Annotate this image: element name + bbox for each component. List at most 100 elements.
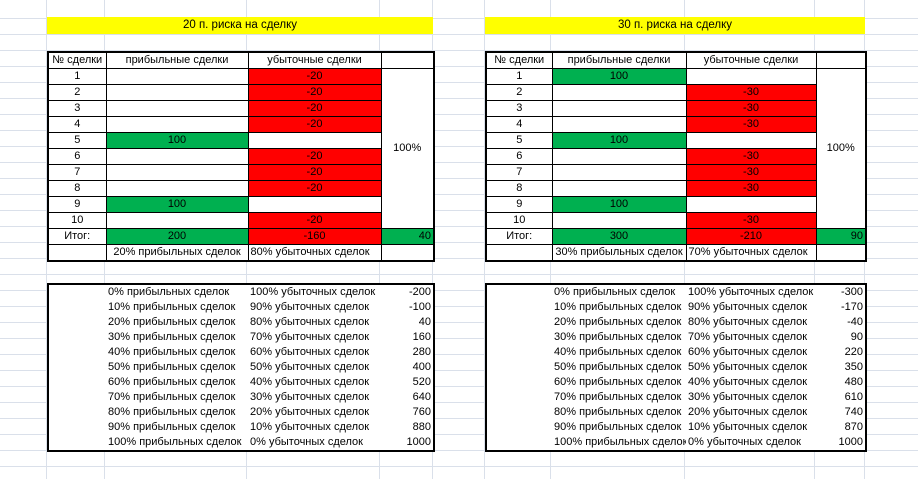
result-cell[interactable]: 1000 [406,436,431,448]
loss-cell[interactable] [685,196,817,213]
loss-cell[interactable] [247,196,382,213]
loss-cell[interactable] [685,68,817,85]
trade-number-cell[interactable]: 4 [485,116,553,133]
trade-number-cell[interactable]: 3 [485,100,553,117]
profit-share-cell[interactable]: 10% прибыльных сделок [108,301,236,313]
trade-number-cell[interactable]: 5 [485,132,553,149]
profit-cell[interactable] [105,212,249,229]
loss-share-cell[interactable]: 50% убыточных сделок [250,361,370,373]
percent-cell[interactable]: 100% [815,68,867,229]
trade-number-cell[interactable]: 6 [47,148,107,165]
column-header[interactable]: № сделки [47,51,107,69]
trade-number-cell[interactable]: 8 [485,180,553,197]
profit-share-cell[interactable]: 40% прибыльных сделок [554,346,682,358]
total-result-cell[interactable]: 40 [380,228,435,245]
profit-share-cell[interactable]: 30% прибыльных сделок [554,331,682,343]
trade-number-cell[interactable]: 5 [47,132,107,149]
profit-share-cell[interactable]: 90% прибыльных сделок [554,421,682,433]
trade-number-cell[interactable]: 7 [47,164,107,181]
result-cell[interactable]: -100 [408,301,431,313]
trade-number-cell[interactable]: 1 [485,68,553,85]
percent-cell[interactable]: 100% [380,68,435,229]
trade-number-cell[interactable]: 10 [47,212,107,229]
loss-share-cell[interactable]: 10% убыточных сделок [688,421,808,433]
profit-share-cell[interactable]: 90% прибыльных сделок [108,421,236,433]
loss-cell[interactable]: -30 [685,164,817,181]
profit-cell[interactable] [105,100,249,117]
result-cell[interactable]: 640 [412,391,431,403]
loss-share-cell[interactable]: 0% убыточных сделок [250,436,363,448]
profit-share-cell[interactable]: 10% прибыльных сделок [554,301,682,313]
loss-cell[interactable]: -20 [247,68,382,85]
loss-cell[interactable]: -30 [685,84,817,101]
loss-cell[interactable] [685,132,817,149]
empty-cell[interactable] [486,420,552,435]
loss-share-cell[interactable]: 10% убыточных сделок [250,421,370,433]
result-cell[interactable]: -40 [847,316,863,328]
profit-cell[interactable] [105,148,249,165]
profit-cell[interactable] [551,148,687,165]
empty-cell[interactable] [486,390,552,405]
empty-cell[interactable] [47,244,107,262]
loss-share-cell[interactable]: 60% убыточных сделок [250,346,370,358]
result-cell[interactable]: 350 [844,361,863,373]
loss-share-cell[interactable]: 70% убыточных сделок [685,244,817,262]
profit-share-cell[interactable]: 80% прибыльных сделок [108,406,236,418]
trade-number-cell[interactable]: 3 [47,100,107,117]
empty-cell[interactable] [486,330,552,345]
column-header[interactable] [380,51,435,69]
result-cell[interactable]: 880 [412,421,431,433]
empty-cell[interactable] [48,360,106,375]
empty-cell[interactable] [380,244,435,262]
column-header[interactable]: прибыльные сделки [105,51,249,69]
loss-share-cell[interactable]: 0% убыточных сделок [688,436,801,448]
total-profit-cell[interactable]: 300 [551,228,687,245]
loss-share-cell[interactable]: 80% убыточных сделок [250,316,370,328]
empty-cell[interactable] [48,300,106,315]
trade-number-cell[interactable]: 8 [47,180,107,197]
trade-number-cell[interactable]: 1 [47,68,107,85]
empty-cell[interactable] [48,375,106,390]
loss-share-cell[interactable]: 40% убыточных сделок [250,376,370,388]
trade-number-cell[interactable]: 4 [47,116,107,133]
loss-share-cell[interactable]: 100% убыточных сделок [250,286,376,298]
profit-cell[interactable] [551,84,687,101]
profit-cell[interactable] [105,180,249,197]
total-label[interactable]: Итог: [485,228,553,245]
profit-cell[interactable] [551,116,687,133]
loss-cell[interactable]: -20 [247,164,382,181]
profit-share-cell[interactable]: 60% прибыльных сделок [554,376,682,388]
total-label[interactable]: Итог: [47,228,107,245]
column-header[interactable]: № сделки [485,51,553,69]
profit-share-cell[interactable]: 100% прибыльных сделок [108,436,242,448]
loss-share-cell[interactable]: 80% убыточных сделок [247,244,382,262]
profit-cell[interactable] [105,164,249,181]
column-header[interactable]: убыточные сделки [247,51,382,69]
profit-share-cell[interactable]: 100% прибыльных сделок [554,436,686,448]
trade-number-cell[interactable]: 9 [485,196,553,213]
empty-cell[interactable] [486,375,552,390]
profit-cell[interactable]: 100 [105,132,249,149]
loss-share-cell[interactable]: 50% убыточных сделок [688,361,808,373]
loss-cell[interactable]: -30 [685,100,817,117]
total-profit-cell[interactable]: 200 [105,228,249,245]
loss-share-cell[interactable]: 30% убыточных сделок [688,391,808,403]
loss-cell[interactable]: -30 [685,148,817,165]
empty-cell[interactable] [486,435,552,451]
empty-cell[interactable] [486,405,552,420]
profit-share-cell[interactable]: 20% прибыльных сделок [105,244,249,262]
trade-number-cell[interactable]: 6 [485,148,553,165]
profit-cell[interactable]: 100 [551,132,687,149]
profit-share-cell[interactable]: 40% прибыльных сделок [108,346,236,358]
profit-cell[interactable]: 100 [551,196,687,213]
loss-share-cell[interactable]: 70% убыточных сделок [250,331,370,343]
trade-number-cell[interactable]: 10 [485,212,553,229]
result-cell[interactable]: 220 [844,346,863,358]
loss-cell[interactable]: -20 [247,84,382,101]
result-cell[interactable]: 400 [412,361,431,373]
table-title[interactable]: 20 п. риска на сделку [47,17,433,34]
profit-share-cell[interactable]: 20% прибыльных сделок [108,316,236,328]
result-cell[interactable]: 760 [412,406,431,418]
trade-number-cell[interactable]: 2 [47,84,107,101]
result-cell[interactable]: -200 [408,286,431,298]
